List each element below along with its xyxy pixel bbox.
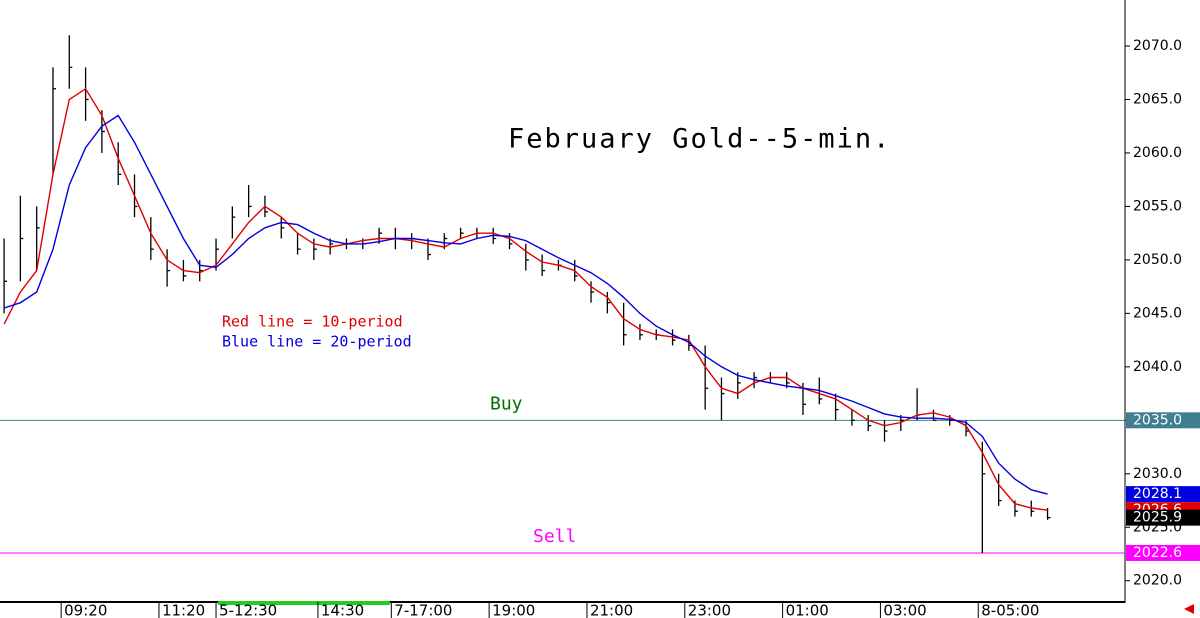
x-tick-label: 03:00 xyxy=(883,602,926,618)
x-tick-label: 8-05:00 xyxy=(981,602,1039,618)
y-tick-label: 2020.0 xyxy=(1133,573,1182,589)
y-tick-label: 2060.0 xyxy=(1133,145,1182,161)
y-tick-label: 2055.0 xyxy=(1133,198,1182,214)
x-tick-label: 14:30 xyxy=(321,602,364,618)
x-tick-label: 09:20 xyxy=(64,602,107,618)
level-name: Sell xyxy=(533,526,576,547)
y-tick-label: 2050.0 xyxy=(1133,252,1182,268)
y-tick-label: 2040.0 xyxy=(1133,359,1182,375)
x-tick-label: 11:20 xyxy=(162,602,205,618)
chart-title: February Gold--5-min. xyxy=(508,124,891,155)
x-tick-label: 01:00 xyxy=(786,602,829,618)
level-label: 2022.6 xyxy=(1133,545,1182,561)
annotation: Blue line = 20-period xyxy=(222,333,412,351)
x-tick-label: 23:00 xyxy=(688,602,731,618)
level-label: 2035.0 xyxy=(1133,412,1182,428)
moving-average-line xyxy=(3,114,1048,495)
last-value-label-box xyxy=(1126,486,1200,503)
session-highlight xyxy=(218,601,390,605)
level-name: Buy xyxy=(490,393,523,414)
y-tick-label: 2065.0 xyxy=(1133,91,1182,107)
last-close-label-box xyxy=(1126,509,1200,526)
level-label-box xyxy=(1126,412,1200,429)
y-tick-label: 2070.0 xyxy=(1133,38,1182,54)
level-label-box xyxy=(1126,544,1200,561)
scroll-arrow xyxy=(1184,604,1194,614)
x-tick-label: 19:00 xyxy=(492,602,535,618)
annotation: Red line = 10-period xyxy=(222,313,403,331)
x-tick-label: 21:00 xyxy=(590,602,633,618)
last-close-label: 2025.9 xyxy=(1133,510,1182,526)
y-tick-label: 2045.0 xyxy=(1133,305,1182,321)
moving-average-line xyxy=(3,87,1048,511)
x-tick-label: 5-12:30 xyxy=(219,602,277,618)
last-value-label: 2028.1 xyxy=(1133,486,1182,502)
y-tick-label: 2030.0 xyxy=(1133,466,1182,482)
x-tick-label: 7-17:00 xyxy=(394,602,452,618)
